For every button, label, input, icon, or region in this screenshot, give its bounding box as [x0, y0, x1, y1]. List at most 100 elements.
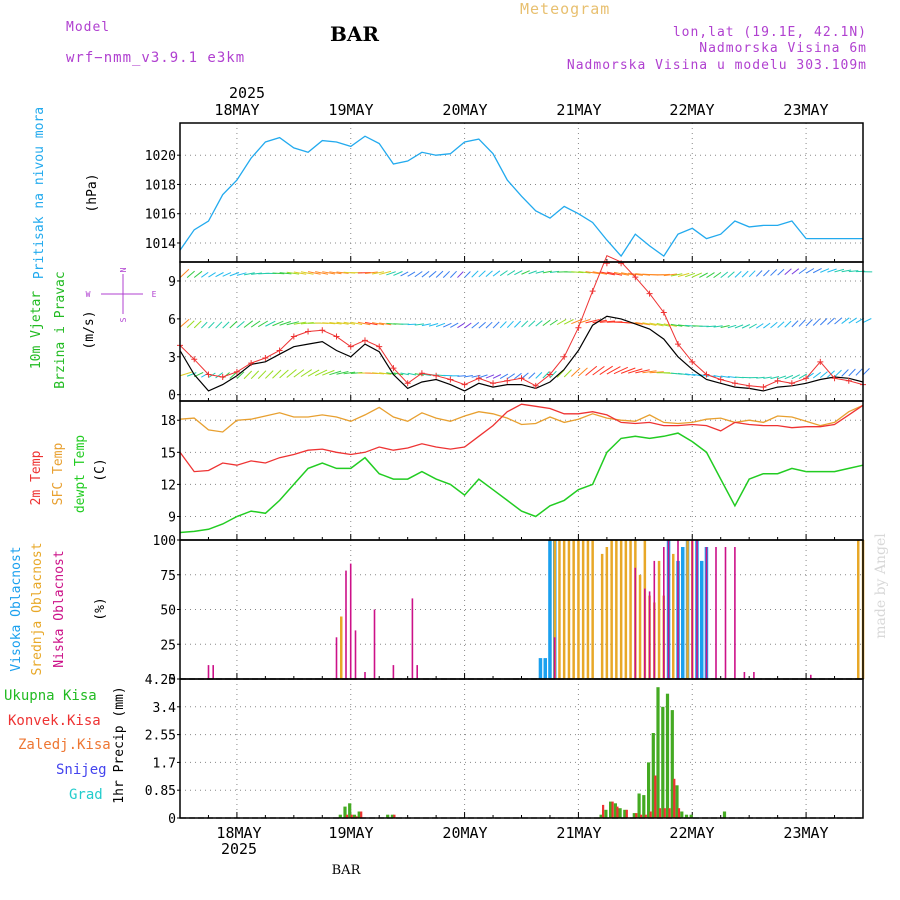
wind-barb — [250, 370, 260, 380]
wind-gust-marker — [518, 375, 525, 382]
wind-barb — [585, 271, 601, 275]
wind-barb — [307, 369, 320, 377]
cloud-bar — [677, 540, 679, 679]
wind-barb — [720, 271, 729, 279]
wind-barb — [684, 272, 696, 278]
cloud-bar — [558, 540, 561, 679]
wind-barb — [179, 268, 190, 279]
y-tick-label: 15 — [160, 446, 176, 461]
precip-bar — [689, 814, 693, 818]
bottom-day-label: 18MAY — [216, 824, 261, 842]
wind-barb — [528, 320, 536, 327]
wind-barb — [428, 323, 439, 327]
y-tick-label: 1014 — [145, 237, 176, 252]
credit-text: made by Angel — [873, 533, 889, 639]
pressure-panel — [179, 122, 864, 263]
wind-barb — [521, 320, 529, 328]
wind-barb — [592, 365, 605, 376]
wind-barb — [720, 375, 730, 378]
compass-n: N — [119, 267, 128, 272]
wind-barb — [379, 322, 392, 326]
wind-gust-marker — [703, 371, 710, 378]
pressure-line — [179, 135, 863, 258]
wind-barb — [286, 321, 300, 326]
wind-barb — [279, 321, 291, 326]
precip-legend-frozen: Zaledj.Kisa — [18, 737, 111, 753]
y-tick-label: 1016 — [145, 208, 176, 223]
cloud-bar — [648, 591, 651, 679]
wind-barb — [179, 318, 190, 328]
wind-barb — [492, 321, 500, 329]
precip-bar — [661, 706, 665, 818]
wind-barb — [706, 325, 716, 328]
y-tick-label: 3 — [168, 351, 176, 366]
y-tick-label: 75 — [160, 569, 176, 584]
cloud-bar — [345, 570, 347, 679]
wind-barb — [798, 373, 808, 379]
wind-barb — [457, 271, 464, 278]
wind-barb — [236, 272, 247, 276]
precip-legend-conv: Konvek.Kisa — [8, 713, 101, 729]
bottom-day-label: 23MAY — [783, 824, 828, 842]
wind-barb — [485, 374, 495, 379]
y-tick-label: 9 — [168, 275, 176, 290]
wind-barb — [435, 322, 446, 328]
cloud-bar — [392, 665, 395, 679]
cloud-bar — [743, 672, 746, 679]
cloud-bar — [624, 540, 628, 679]
cloud-bar — [715, 547, 717, 679]
wind-barb — [471, 322, 480, 329]
cloud-bar — [340, 616, 343, 679]
wind-barb — [713, 271, 722, 279]
cloud-bar — [700, 560, 704, 679]
precip-bar — [357, 811, 361, 818]
wind-gust-marker — [319, 327, 326, 334]
wind-barb — [186, 320, 195, 328]
wind-barb — [343, 321, 356, 325]
wind-barb — [748, 323, 757, 329]
wind-barb — [201, 271, 209, 278]
top-day-label: 18MAY — [214, 101, 259, 119]
wind-barb — [777, 375, 787, 380]
wind-barb — [372, 372, 385, 375]
wind-barb — [322, 271, 336, 275]
wind-barb — [457, 322, 465, 329]
precip-bar — [635, 813, 638, 818]
wind-barb — [414, 271, 423, 278]
cloud-bar — [734, 547, 736, 679]
wind-barb — [243, 370, 253, 380]
wind-barb — [300, 271, 314, 275]
cloud-bar — [577, 540, 580, 679]
wind-barb — [336, 371, 349, 375]
wind-barb — [791, 268, 800, 275]
cloud-bar — [691, 540, 694, 679]
precip-bar — [632, 813, 636, 818]
wind-barb — [300, 322, 314, 325]
wind-barb — [215, 321, 223, 329]
wind-barb — [606, 271, 623, 276]
wind-barb — [307, 271, 321, 275]
precip-bar — [668, 808, 671, 818]
wind-barb — [421, 373, 432, 376]
wind-barb — [784, 374, 794, 380]
wind-gust-marker — [447, 376, 454, 383]
wind-barb — [571, 318, 583, 325]
wind-gust-marker — [817, 358, 824, 365]
y-tick-label: 1020 — [145, 149, 176, 164]
wind-barb — [443, 322, 452, 328]
wind-barb — [222, 321, 230, 329]
wind-barb — [556, 369, 565, 378]
wind-barb — [229, 371, 238, 379]
wind-barb — [862, 368, 870, 376]
precip-bar — [616, 806, 619, 818]
cloud-bar — [416, 665, 418, 679]
wind-barb — [293, 321, 307, 325]
precip-bar — [654, 775, 657, 818]
precip-bar — [623, 809, 627, 818]
precip-bar — [613, 803, 617, 818]
wind-barb — [506, 320, 514, 329]
bottom-day-label: 21MAY — [556, 824, 601, 842]
wind-barb — [606, 366, 621, 375]
wind-barb — [286, 369, 297, 378]
wind-gust-marker — [532, 382, 539, 389]
